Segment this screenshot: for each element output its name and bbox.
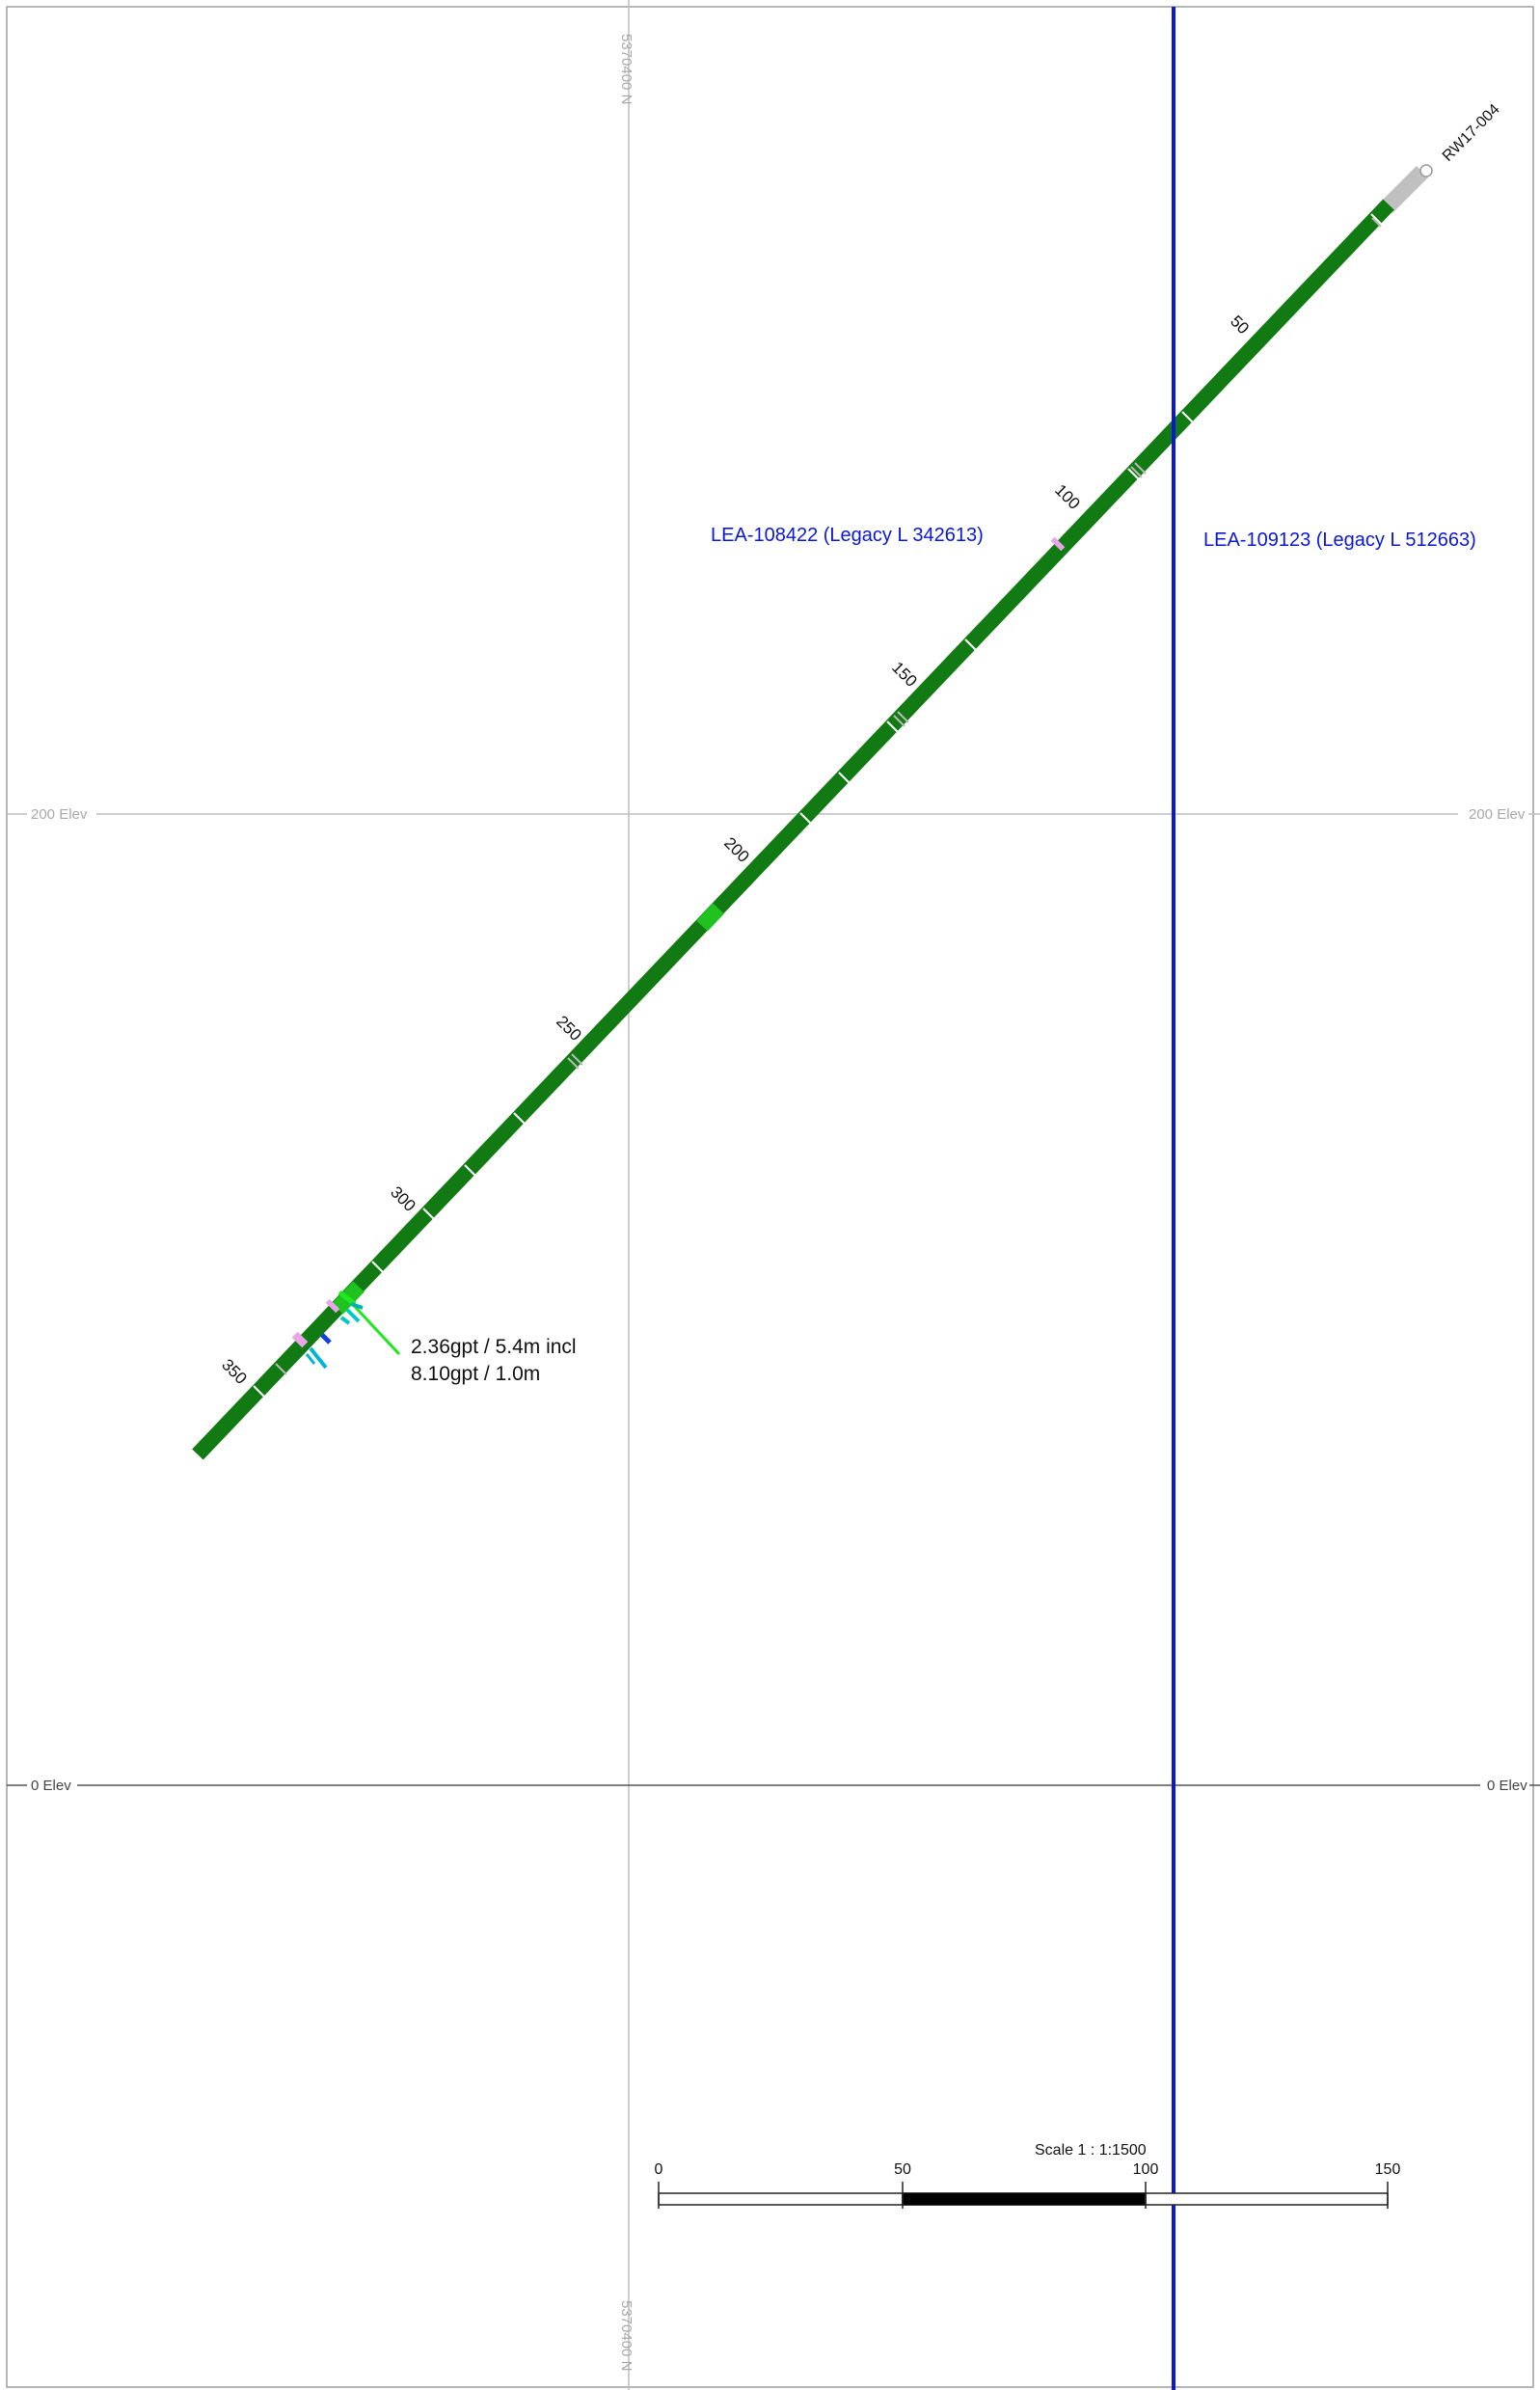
depth-label-350: 350 [218, 1355, 250, 1387]
light-green-interval [696, 903, 724, 932]
claim-label-right: LEA-109123 (Legacy L 512663) [1203, 530, 1476, 551]
scale-segment-2 [902, 2192, 1147, 2206]
scale-tick-150: 150 [1375, 2161, 1401, 2178]
scale-tick-100: 100 [1133, 2161, 1159, 2178]
elev-200-label-left: 200 Elev [31, 806, 88, 823]
depth-label-300: 300 [387, 1182, 419, 1214]
scale-tick-0: 0 [655, 2161, 663, 2178]
collar-marker [1419, 164, 1433, 177]
depth-label-100: 100 [1051, 480, 1083, 512]
grey-intervals [275, 217, 1382, 1375]
assay-histogram [305, 1290, 401, 1370]
drill-trace [192, 199, 1394, 1460]
northing-label-top: 5370400 N [618, 34, 635, 104]
hole-name-label: RW17-004 [1440, 101, 1503, 165]
depth-label-250: 250 [553, 1012, 584, 1044]
scale-tick-50: 50 [894, 2161, 911, 2178]
map-frame [6, 6, 1534, 2388]
pink-interval [325, 1298, 340, 1314]
collar-segment [1380, 165, 1429, 214]
assay-label-line2: 8.10gpt / 1.0m [411, 1363, 540, 1385]
scale-segment-1 [658, 2192, 904, 2206]
depth-label-200: 200 [720, 833, 752, 865]
elev-0-label-right: 0 Elev [1487, 1778, 1527, 1794]
scale-bar: Scale 1 : 1:1500 0 50 100 150 [655, 2142, 1401, 2209]
pink-interval [291, 1331, 309, 1348]
assay-label-line1: 2.36gpt / 5.4m incl [411, 1336, 577, 1358]
claim-label-left: LEA-108422 (Legacy L 342613) [711, 525, 984, 546]
pink-interval [1050, 536, 1066, 552]
elev-200-label-right: 200 Elev [1469, 806, 1526, 823]
scale-segment-3 [1145, 2192, 1389, 2206]
sample-breaks [253, 213, 1384, 1399]
elev-0-label-left: 0 Elev [31, 1778, 71, 1794]
scale-title: Scale 1 : 1:1500 [1035, 2142, 1147, 2159]
depth-label-50: 50 [1227, 312, 1253, 338]
depth-label-150: 150 [888, 658, 920, 690]
northing-label-bottom: 5370400 N [618, 2300, 635, 2371]
